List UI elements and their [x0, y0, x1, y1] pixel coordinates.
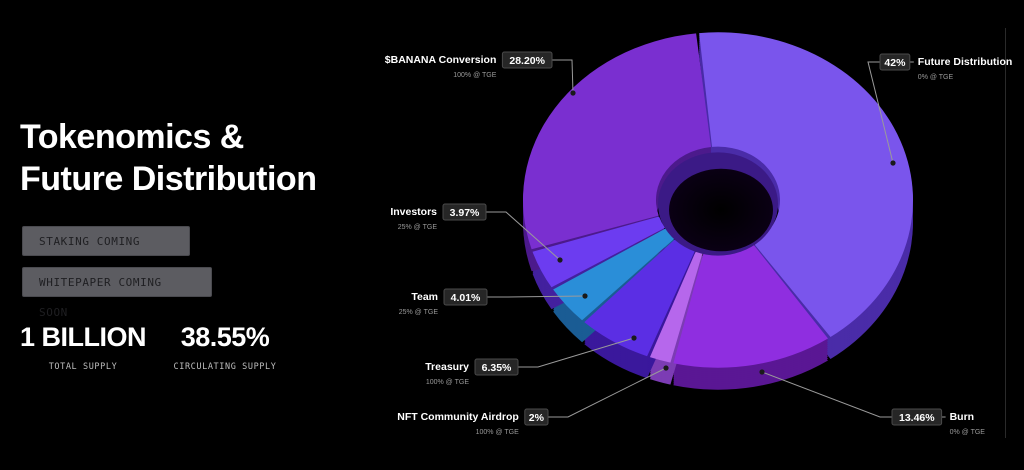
donut-hole: [658, 152, 778, 256]
slice-name-investors: Investors: [390, 206, 437, 218]
pct-badge-nft-community-airdrop: [524, 408, 549, 426]
whitepaper-coming-soon-button[interactable]: WHITEPAPER COMING SOON: [22, 267, 212, 319]
pct-label-team: 4.01%: [451, 292, 481, 304]
pct-label-nft-community-airdrop: 2%: [529, 412, 545, 424]
slice-sublabel-investors: 25% @ TGE: [398, 224, 438, 231]
pct-badge-investors: [442, 203, 487, 221]
title-line-1: Tokenomics &: [20, 118, 244, 156]
pct-badge-banana-conversion: [501, 51, 553, 69]
anchor-dot-team: [582, 293, 588, 299]
slice-sublabel-nft-community-airdrop: 100% @ TGE: [476, 429, 519, 436]
pct-badge-future-distribution: [879, 53, 911, 71]
divider: [1005, 28, 1006, 438]
slice-future-distribution[interactable]: [699, 32, 914, 337]
slice--banana-conversion[interactable]: [523, 33, 712, 250]
slice-name-banana-conversion: $BANANA Conversion: [385, 54, 497, 66]
slice-treasury[interactable]: [584, 238, 696, 357]
leader-line-future-distribution: [867, 61, 914, 164]
leader-line-investors: [486, 211, 561, 261]
pct-label-burn: 13.46%: [899, 412, 935, 424]
leader-line-treasury: [518, 337, 635, 368]
anchor-dot-treasury: [631, 335, 637, 341]
pct-label-future-distribution: 42%: [884, 57, 906, 69]
slice-nft-community-airdrop[interactable]: [649, 249, 703, 363]
leader-line-burn: [761, 371, 946, 418]
anchor-dot-investors: [557, 257, 563, 263]
chart-labels: 42% Future Distribution 0% @ TGE 13.46% Burn…: [385, 51, 1013, 436]
slice-sublabel-treasury: 100% @ TGE: [426, 379, 469, 386]
title-line-2: Future Distribution: [20, 160, 317, 198]
anchor-dot-banana-conversion: [570, 90, 576, 96]
slice-investors[interactable]: [532, 216, 666, 288]
pct-badge-team: [443, 288, 488, 306]
anchor-dot-burn: [759, 369, 765, 375]
slice-sublabel-team: 25% @ TGE: [399, 309, 439, 316]
slice-name-team: Team: [411, 291, 438, 303]
circulating-supply-value: 38.55%: [180, 322, 270, 352]
total-supply-value: 1 BILLION: [20, 322, 147, 352]
circulating-supply-stat: 38.55% CIRCULATING SUPPLY: [172, 320, 278, 372]
anchor-dot-future-distribution: [890, 160, 896, 166]
slice-burn[interactable]: [673, 244, 828, 368]
slice-name-nft-community-airdrop: NFT Community Airdrop: [397, 411, 519, 423]
total-supply-stat: 1 BILLION TOTAL SUPPLY: [20, 320, 147, 372]
pct-label-investors: 3.97%: [450, 207, 480, 219]
slice-sublabel-banana-conversion: 100% @ TGE: [453, 72, 496, 79]
slice-sublabel-burn: 0% @ TGE: [950, 429, 986, 436]
circulating-supply-label: CIRCULATING SUPPLY: [173, 362, 277, 372]
hole-center: [669, 168, 773, 252]
pct-badge-treasury: [474, 358, 519, 376]
total-supply-label: TOTAL SUPPLY: [48, 362, 118, 372]
page-title: Tokenomics & Future Distribution: [20, 116, 317, 200]
pct-label-treasury: 6.35%: [482, 362, 512, 374]
leader-line-team: [487, 295, 586, 298]
leader-line-nft-community-airdrop: [548, 367, 667, 418]
anchor-dot-nft-community-airdrop: [663, 365, 669, 371]
pct-badge-burn: [891, 408, 943, 426]
slice-sublabel-future-distribution: 0% @ TGE: [918, 74, 954, 81]
slice-name-future-distribution: Future Distribution: [918, 56, 1013, 68]
pct-label-banana-conversion: 28.20%: [509, 55, 545, 67]
leader-line-banana-conversion: [552, 59, 574, 94]
slice-name-burn: Burn: [950, 411, 975, 423]
slice-name-treasury: Treasury: [425, 361, 469, 373]
donut-slices: [523, 32, 914, 368]
